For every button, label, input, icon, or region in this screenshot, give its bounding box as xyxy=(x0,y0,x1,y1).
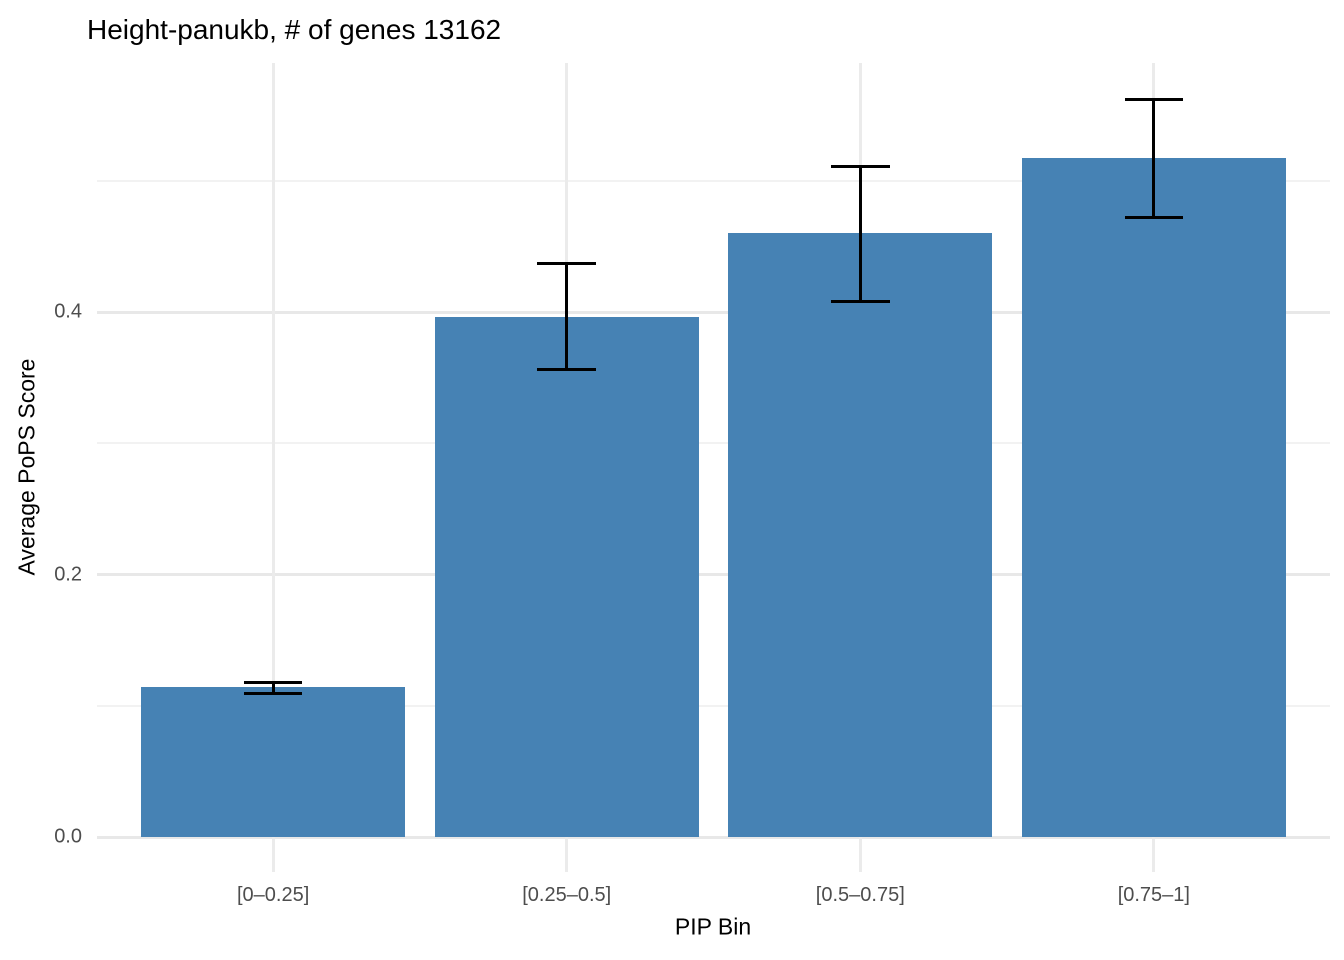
error-bar-line xyxy=(565,263,569,370)
error-bar-cap-bottom xyxy=(830,300,890,303)
gridline-minor xyxy=(97,442,1330,445)
error-bar-cap-top xyxy=(1124,97,1184,101)
error-bar-cap-bottom xyxy=(1124,216,1184,219)
error-bar-line xyxy=(858,166,862,302)
gridline-minor xyxy=(97,179,1330,182)
error-bar-line xyxy=(1152,99,1156,218)
x-axis-tick-label: [0–0.25] xyxy=(236,884,310,906)
y-axis-tick-label: 0.2 xyxy=(54,563,82,585)
y-axis-tick-label: 0.4 xyxy=(54,300,82,323)
bar xyxy=(1021,158,1286,837)
x-axis-title: PIP Bin xyxy=(674,913,752,940)
error-bar-cap-top xyxy=(243,680,303,684)
error-bar-cap-bottom xyxy=(243,692,303,696)
category-gridline xyxy=(271,63,275,872)
x-axis-tick-label: [0.25–0.5] xyxy=(522,884,612,906)
gridline-major xyxy=(97,310,1330,314)
y-axis-tick-label: 0.0 xyxy=(54,825,82,848)
error-bar-cap-top xyxy=(537,261,597,265)
gridline-major xyxy=(97,835,1330,839)
bar xyxy=(434,317,699,837)
bar xyxy=(141,687,406,837)
x-axis-tick-label: [0.5–0.75] xyxy=(815,884,905,906)
gridline-minor xyxy=(97,704,1330,707)
y-axis-title: Average PoPS Score xyxy=(13,358,40,576)
chart-title: Height-panukb, # of genes 13162 xyxy=(87,14,502,45)
error-bar-cap-bottom xyxy=(537,368,597,372)
plot-panel xyxy=(97,63,1330,872)
x-axis-tick-label: [0.75–1] xyxy=(1117,884,1190,906)
error-bar-line xyxy=(271,682,275,694)
error-bar-cap-top xyxy=(830,164,890,168)
bar xyxy=(728,233,993,837)
gridline-major xyxy=(97,573,1330,576)
